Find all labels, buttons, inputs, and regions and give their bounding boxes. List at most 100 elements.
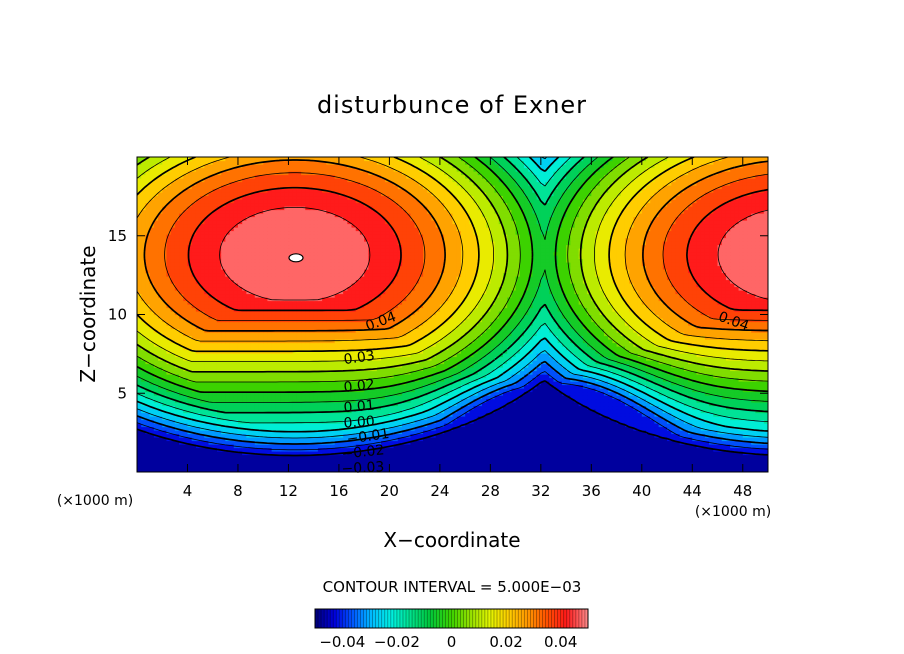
field-cell (469, 409, 475, 414)
field-cell (502, 461, 508, 466)
field-cell (574, 423, 580, 428)
field-cell (301, 405, 306, 410)
field-cell (595, 437, 601, 442)
field-cell (326, 377, 332, 382)
field-cell (519, 454, 525, 459)
field-cell (301, 363, 306, 368)
field-cell (582, 447, 588, 452)
field-cell (258, 458, 264, 463)
field-cell (540, 381, 546, 386)
field-cell (267, 402, 273, 407)
field-cell (759, 430, 765, 435)
field-cell (633, 437, 639, 442)
field-cell (713, 405, 719, 410)
field-cell (250, 384, 256, 389)
field-cell (574, 367, 580, 372)
field-cell (380, 374, 386, 379)
field-cell (359, 356, 365, 361)
field-cell (532, 363, 538, 368)
field-cell (233, 360, 239, 365)
field-cell (570, 402, 576, 407)
field-cell (355, 440, 361, 445)
field-cell (191, 458, 197, 463)
field-cell (561, 377, 567, 382)
field-cell (742, 444, 748, 449)
field-cell (204, 437, 210, 442)
field-cell (380, 444, 386, 449)
field-cell (444, 426, 449, 431)
field-cell (166, 395, 172, 400)
field-cell (242, 461, 247, 466)
field-cell (397, 444, 403, 449)
field-cell (330, 402, 336, 407)
field-cell (368, 377, 374, 382)
field-cell (309, 356, 315, 361)
field-cell (603, 454, 609, 459)
field-cell (254, 430, 260, 435)
field-cell (397, 374, 403, 379)
field-cell (704, 374, 710, 379)
field-cell (208, 367, 214, 372)
field-cell (166, 451, 172, 456)
field-cell (347, 384, 353, 389)
field-cell (549, 356, 555, 361)
field-cell (528, 451, 534, 456)
field-cell (755, 384, 761, 389)
field-cell (267, 384, 273, 389)
field-cell (498, 458, 504, 463)
field-cell (368, 402, 374, 407)
field-cell (368, 356, 374, 361)
field-cell (473, 451, 479, 456)
field-cell (397, 412, 403, 417)
field-cell (502, 409, 508, 414)
field-cell (204, 458, 210, 463)
field-cell (271, 367, 277, 372)
field-cell (540, 356, 546, 361)
field-cell (187, 416, 193, 421)
field-cell (439, 370, 445, 375)
field-cell (225, 402, 231, 407)
field-cell (667, 454, 672, 459)
field-cell (280, 395, 285, 400)
field-cell (292, 409, 298, 414)
field-cell (624, 433, 630, 438)
field-cell (515, 409, 521, 414)
field-cell (591, 447, 597, 452)
field-cell (490, 444, 496, 449)
field-cell (393, 458, 399, 463)
field-cell (570, 447, 576, 452)
field-cell (410, 451, 416, 456)
field-cell (717, 388, 723, 393)
field-cell (237, 367, 243, 372)
field-cell (603, 405, 609, 410)
field-cell (452, 433, 458, 438)
field-cell (557, 384, 563, 389)
field-cell (397, 395, 403, 400)
field-cell (397, 398, 403, 403)
field-cell (481, 402, 487, 407)
field-cell (183, 423, 189, 428)
field-cell (317, 433, 323, 438)
field-cell (696, 430, 702, 435)
field-cell (566, 381, 571, 386)
field-cell (200, 423, 205, 428)
field-cell (351, 419, 357, 424)
field-cell (654, 451, 660, 456)
field-cell (162, 440, 168, 445)
field-cell (730, 454, 735, 459)
field-cell (507, 395, 512, 400)
field-cell (191, 353, 197, 358)
field-cell (536, 461, 542, 466)
field-cell (225, 356, 231, 361)
field-cell (742, 370, 748, 375)
field-cell (671, 374, 677, 379)
field-cell (481, 454, 487, 459)
field-cell (237, 444, 243, 449)
field-cell (149, 423, 155, 428)
field-cell (528, 395, 534, 400)
field-cell (183, 381, 189, 386)
field-cell (540, 384, 546, 389)
field-cell (696, 419, 702, 424)
field-cell (364, 461, 369, 466)
field-cell (402, 402, 407, 407)
